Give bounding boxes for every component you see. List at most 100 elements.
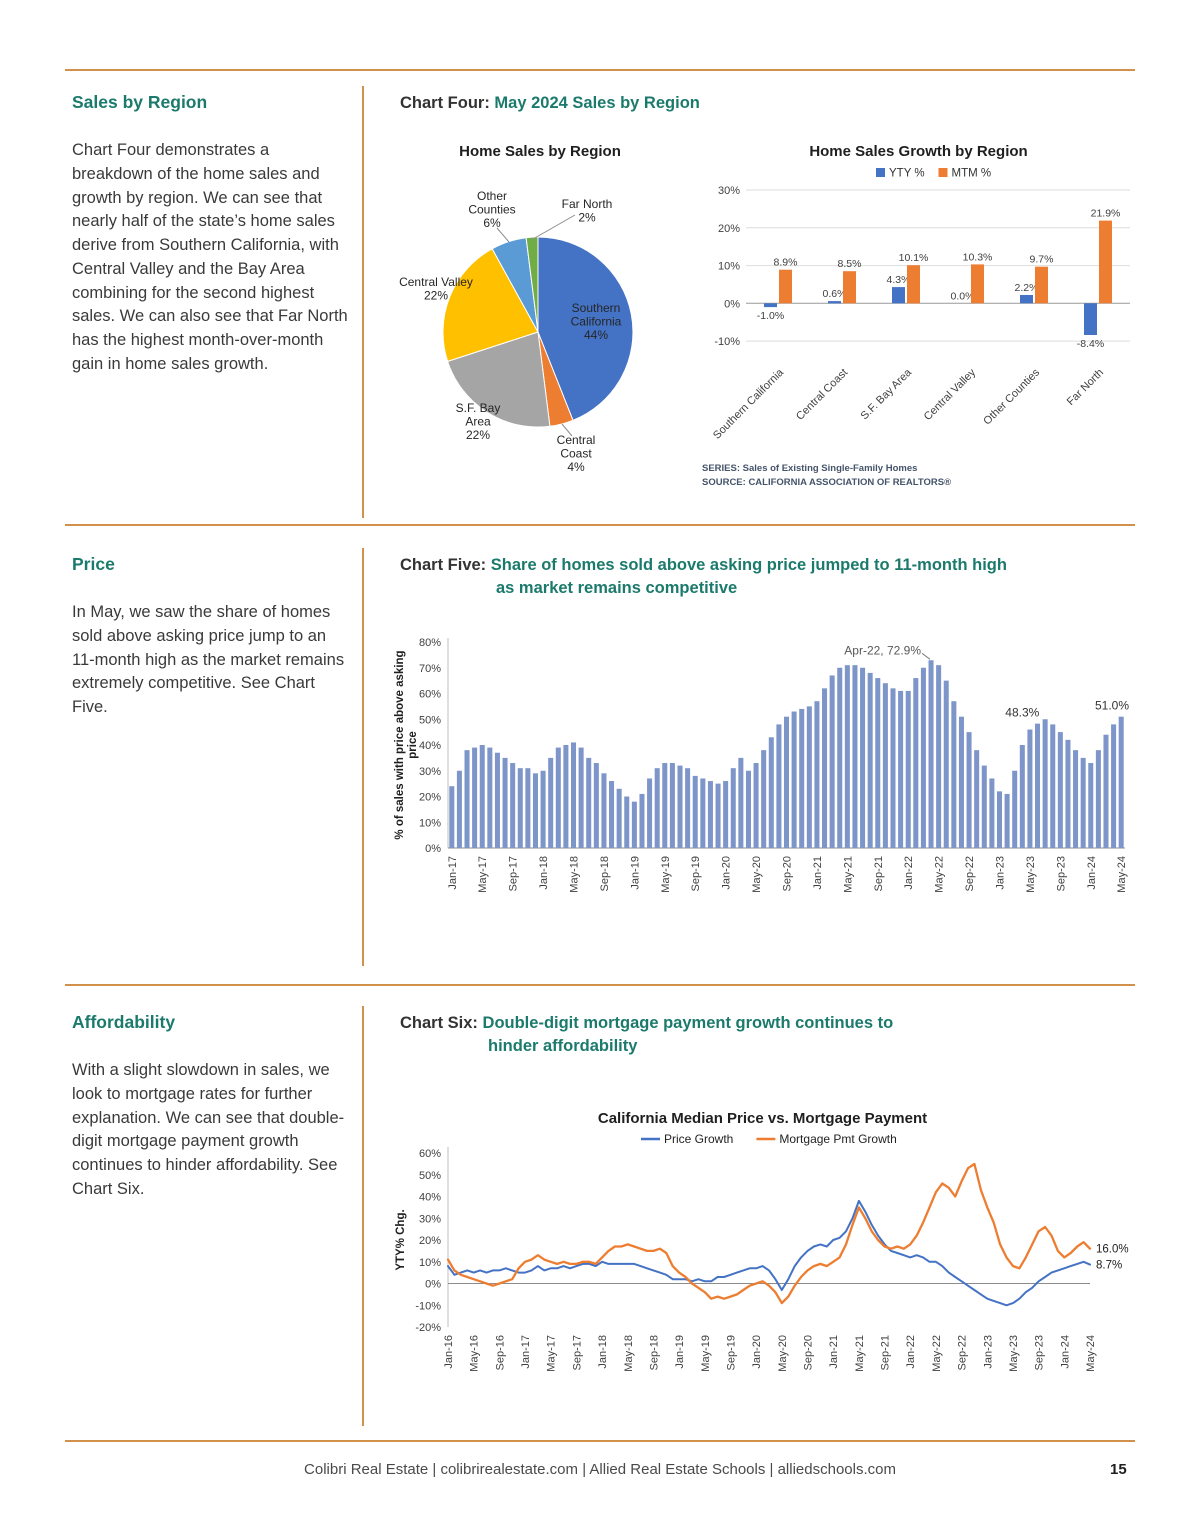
svg-text:Area: Area xyxy=(465,415,491,429)
asking-bar xyxy=(966,732,972,849)
asking-bar xyxy=(532,773,538,849)
svg-text:-1.0%: -1.0% xyxy=(757,310,784,322)
svg-text:May-22: May-22 xyxy=(931,1335,943,1372)
asking-bar xyxy=(692,776,698,849)
growth-chart-block: Home Sales Growth by Region -10% 0% 10% 20%… xyxy=(696,143,1141,490)
divider-section-3 xyxy=(65,984,1135,986)
svg-text:May-21: May-21 xyxy=(854,1335,866,1372)
growth-bar xyxy=(907,265,920,304)
svg-text:May-16: May-16 xyxy=(469,1335,481,1372)
svg-text:50%: 50% xyxy=(419,714,441,726)
source-org-line: SOURCE: CALIFORNIA ASSOCIATION OF REALTO… xyxy=(702,476,952,488)
svg-text:Other Counties: Other Counties xyxy=(981,366,1042,427)
section-sales-by-region: Sales by Region Chart Four demonstrates … xyxy=(65,86,1135,518)
asking-bar xyxy=(852,665,858,849)
svg-text:21.9%: 21.9% xyxy=(1091,208,1121,220)
svg-text:Counties: Counties xyxy=(468,203,515,217)
svg-text:California: California xyxy=(571,315,622,329)
asking-bar xyxy=(700,778,706,849)
svg-text:30%: 30% xyxy=(419,1213,441,1225)
asking-bar xyxy=(1057,732,1063,849)
price-vs-mortgage-line-chart: -20% -10% 0% 10% 20% 30% 40% 50% 60% Price Growth… xyxy=(395,1132,1129,1372)
svg-text:10%: 10% xyxy=(419,817,441,829)
share-above-asking-bar-chart: 0% 10% 20% 30% 40% 50% 60% 70% 80% Jan-17 May-17 Se… xyxy=(394,637,1129,893)
svg-text:22%: 22% xyxy=(466,428,490,442)
svg-text:Sep-21: Sep-21 xyxy=(873,856,885,891)
asking-bar xyxy=(555,747,561,849)
asking-bar xyxy=(844,665,850,849)
svg-text:YTY %: YTY % xyxy=(889,168,925,180)
svg-text:Jan-17: Jan-17 xyxy=(447,856,459,890)
svg-text:Jan-17: Jan-17 xyxy=(520,1335,532,1369)
svg-text:Sep-17: Sep-17 xyxy=(508,856,520,891)
svg-text:80%: 80% xyxy=(419,637,441,649)
asking-price-chart-block: 0% 10% 20% 30% 40% 50% 60% 70% 80% Jan-17 May-17 Se… xyxy=(390,626,1135,926)
svg-text:10.1%: 10.1% xyxy=(899,252,929,264)
pie-chart-title: Home Sales by Region xyxy=(459,143,621,161)
svg-text:May-23: May-23 xyxy=(1025,856,1037,893)
svg-text:22%: 22% xyxy=(424,289,448,303)
svg-text:44%: 44% xyxy=(584,328,608,342)
asking-bar xyxy=(738,758,744,849)
svg-text:8.5%: 8.5% xyxy=(838,258,862,270)
asking-bar xyxy=(548,758,554,849)
svg-text:May-17: May-17 xyxy=(477,856,489,893)
svg-text:Southern California: Southern California xyxy=(711,366,787,442)
svg-text:Mortgage Pmt Growth: Mortgage Pmt Growth xyxy=(779,1132,896,1146)
section-heading-affordability: Affordability xyxy=(72,1012,176,1032)
svg-text:Sep-19: Sep-19 xyxy=(726,1335,738,1370)
asking-bar xyxy=(1050,724,1056,849)
chart-six-label: Chart Six: xyxy=(400,1014,478,1032)
asking-bar xyxy=(456,770,462,849)
asking-bar xyxy=(715,783,721,849)
asking-bar xyxy=(1012,770,1018,849)
pie-slice xyxy=(442,248,539,363)
svg-text:0.0%: 0.0% xyxy=(951,290,975,302)
asking-bar xyxy=(928,660,934,849)
sales-by-region-text-column: Sales by Region Chart Four demonstrates … xyxy=(65,86,356,518)
svg-text:-8.4%: -8.4% xyxy=(1077,338,1104,350)
chart-five-area: Chart Five: Share of homes sold above as… xyxy=(364,548,1135,966)
svg-text:Southern: Southern xyxy=(572,301,621,315)
svg-text:MTM %: MTM % xyxy=(952,168,992,180)
svg-text:60%: 60% xyxy=(419,689,441,701)
asking-bar xyxy=(571,742,577,849)
chart-four-charts: Home Sales by Region Southern California 4… xyxy=(390,143,1141,490)
home-sales-growth-bar-chart: -10% 0% 10% 20% 30% YTY % MTM % -1.0% 8.9% Southe… xyxy=(711,168,1130,442)
asking-bar xyxy=(449,786,455,849)
asking-bar xyxy=(586,758,592,849)
svg-text:60%: 60% xyxy=(419,1148,441,1160)
asking-bar xyxy=(487,747,493,849)
svg-text:48.3%: 48.3% xyxy=(1005,706,1039,720)
section-body-affordability: With a slight slowdown in sales, we look… xyxy=(72,1061,345,1198)
svg-text:8.9%: 8.9% xyxy=(774,257,798,269)
asking-bar xyxy=(540,770,546,849)
vertical-divider-1 xyxy=(362,86,364,518)
chart-five-title-line2: as market remains competitive xyxy=(496,579,738,598)
svg-text:10%: 10% xyxy=(419,1257,441,1269)
svg-text:May-23: May-23 xyxy=(1008,1335,1020,1372)
chart-six-heading: Chart Six: Double-digit mortgage payment… xyxy=(400,1012,1135,1058)
asking-bar xyxy=(1073,750,1079,849)
legend-swatch xyxy=(938,168,948,178)
svg-text:-10%: -10% xyxy=(714,336,740,348)
asking-bar xyxy=(989,778,995,849)
pie-slice xyxy=(446,331,551,428)
chart-five-title-line1: Share of homes sold above asking price j… xyxy=(490,556,1007,574)
asking-bar xyxy=(616,788,622,849)
svg-text:Sep-22: Sep-22 xyxy=(957,1335,969,1370)
asking-bar xyxy=(525,768,531,849)
divider-section-2 xyxy=(65,524,1135,526)
line-series xyxy=(447,1200,1091,1307)
affordability-text-column: Affordability With a slight slowdown in … xyxy=(65,1006,356,1426)
svg-text:40%: 40% xyxy=(419,1192,441,1204)
growth-bar xyxy=(892,287,905,304)
svg-text:Sep-23: Sep-23 xyxy=(1055,856,1067,891)
line-chart-title: California Median Price vs. Mortgage Pay… xyxy=(597,1110,928,1128)
asking-bar xyxy=(875,678,881,849)
svg-text:0%: 0% xyxy=(425,1279,441,1291)
asking-bar xyxy=(1004,794,1010,849)
asking-bar xyxy=(654,768,660,849)
legend-swatch xyxy=(876,168,885,178)
